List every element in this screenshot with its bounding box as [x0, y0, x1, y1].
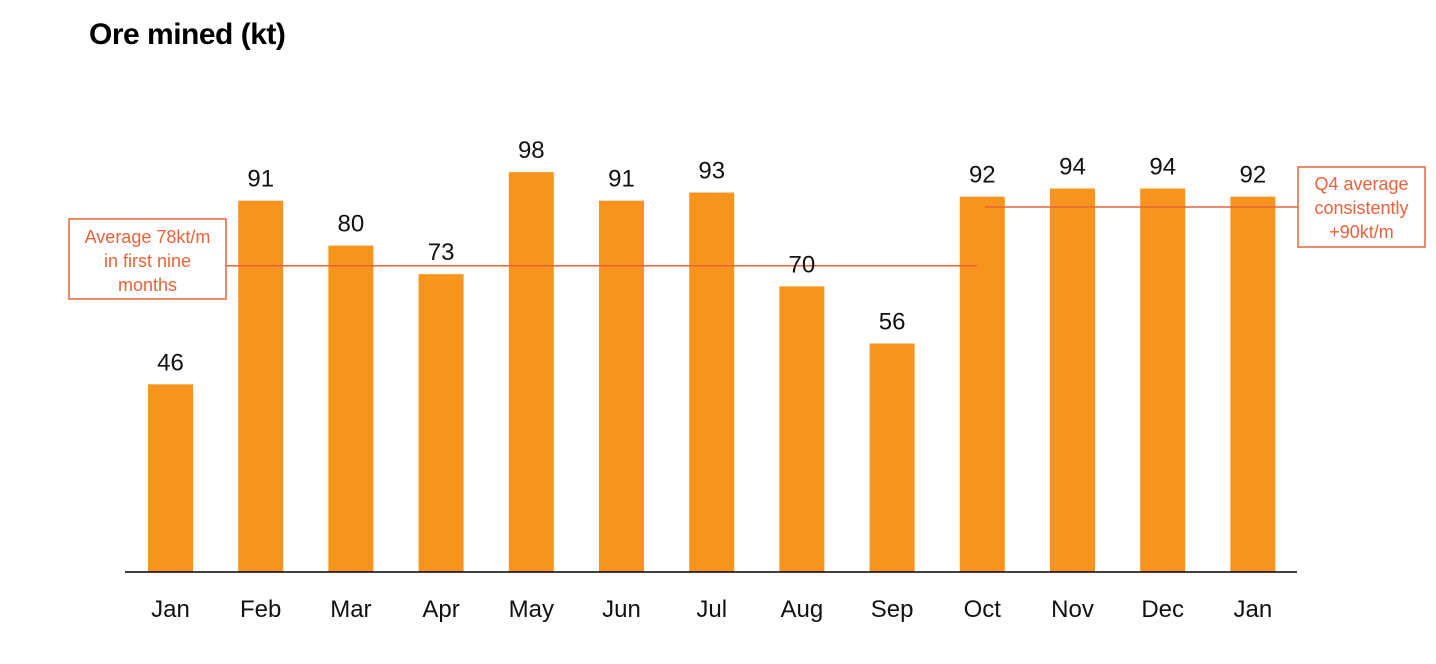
- bar-sep-8: [869, 343, 915, 572]
- value-label: 92: [1240, 162, 1267, 189]
- x-tick-label: Jun: [602, 596, 641, 623]
- bar-jan-12: [1230, 196, 1276, 572]
- x-tick-label: Mar: [330, 596, 371, 623]
- nine-month-average-text: months: [118, 275, 177, 295]
- value-label: 80: [338, 211, 365, 238]
- value-label: 92: [969, 162, 996, 189]
- q4-average-text: Q4 average: [1314, 174, 1408, 194]
- q4-average-text: consistently: [1314, 198, 1408, 218]
- x-tick-label: Dec: [1141, 596, 1184, 623]
- x-tick-labels-group: Jan Feb Mar Apr May Jun Jul Aug Sep Oct Nov Dec Jan: [151, 596, 1272, 623]
- value-label: 46: [157, 349, 184, 376]
- bar-jul-6: [689, 192, 735, 572]
- nine-month-average-text: in first nine: [104, 251, 191, 271]
- chart-title: Ore mined (kt): [89, 18, 286, 51]
- bar-aug-7: [779, 286, 825, 572]
- x-tick-label: Jan: [151, 596, 190, 623]
- value-labels-group: 46 91 80 73 98 91 93 70 56 92 94 94 92: [157, 137, 1266, 376]
- x-tick-label: Apr: [422, 596, 459, 623]
- q4-average-text: +90kt/m: [1329, 222, 1394, 242]
- bar-oct-9: [959, 196, 1005, 572]
- value-label: 94: [1149, 153, 1176, 180]
- x-tick-label: Aug: [781, 596, 824, 623]
- bar-apr-3: [418, 274, 464, 572]
- annotation-boxes-group: Average 78kt/m in first nine months Q4 aver…: [68, 166, 1426, 300]
- value-label: 91: [247, 166, 274, 193]
- bar-jun-5: [599, 200, 644, 572]
- bar-nov-10: [1050, 188, 1095, 573]
- x-tick-label: Feb: [240, 596, 281, 623]
- x-tick-label: Nov: [1051, 596, 1094, 623]
- nine-month-average-text: Average 78kt/m: [85, 227, 211, 247]
- x-tick-label: May: [509, 596, 554, 623]
- bar-may-4: [508, 172, 554, 572]
- value-label: 70: [789, 251, 816, 278]
- bar-feb-1: [238, 200, 284, 572]
- value-label: 73: [428, 239, 455, 266]
- value-label: 91: [608, 166, 635, 193]
- value-label: 98: [518, 137, 545, 164]
- bar-dec-11: [1140, 188, 1186, 573]
- value-label: 94: [1059, 153, 1086, 180]
- x-tick-label: Sep: [871, 596, 914, 623]
- value-label: 56: [879, 309, 906, 336]
- x-tick-label: Jan: [1234, 596, 1273, 623]
- q4-average-box: [1297, 166, 1426, 248]
- x-tick-label: Jul: [696, 596, 727, 623]
- value-label: 93: [698, 158, 725, 185]
- nine-month-average-box: [68, 218, 227, 300]
- bar-mar-2: [328, 245, 374, 572]
- bar-jan-0: [148, 384, 193, 572]
- average-lines-group: [226, 206, 1298, 267]
- x-tick-label: Oct: [964, 596, 1002, 623]
- bars-group: [148, 172, 1276, 573]
